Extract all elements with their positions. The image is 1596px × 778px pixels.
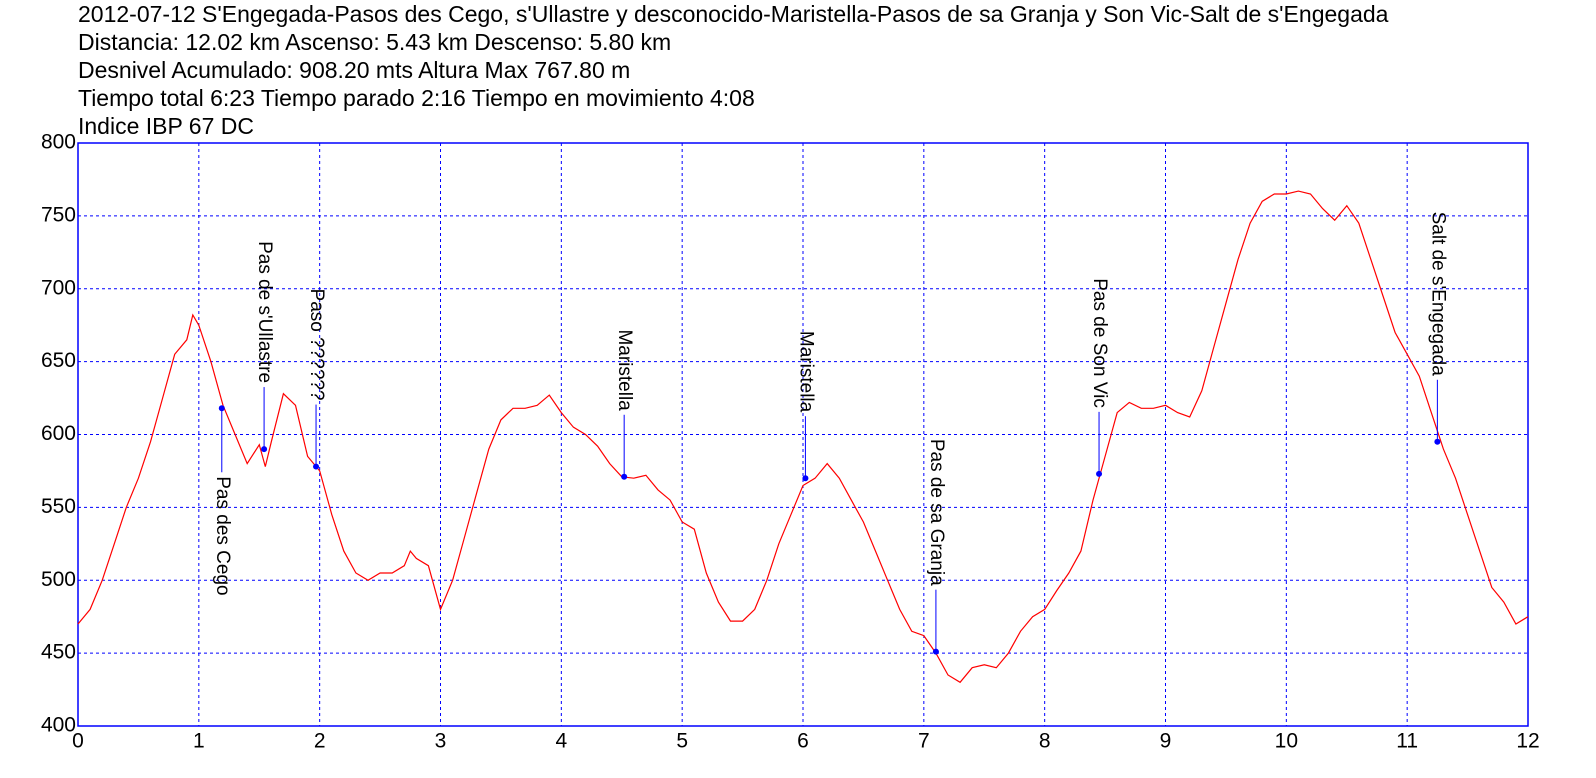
waypoint-label: Pas des Cego [212, 476, 233, 595]
waypoint-marker [261, 446, 268, 453]
chart-title: 2012-07-12 S'Engegada-Pasos des Cego, s'… [78, 1, 1389, 27]
info-line: Distancia: 12.02 km Ascenso: 5.43 km Des… [78, 29, 671, 55]
info-line: Indice IBP 67 DC [78, 113, 254, 139]
x-tick-label: 7 [918, 730, 930, 753]
x-tick-label: 2 [314, 730, 326, 753]
y-tick-label: 500 [41, 568, 76, 591]
waypoint-label: Pas de sa Granja [926, 439, 947, 586]
x-tick-label: 1 [193, 730, 205, 753]
y-tick-label: 400 [41, 714, 76, 737]
waypoint-marker [218, 405, 225, 412]
y-tick-label: 650 [41, 349, 76, 372]
waypoint-label: Pas de s'Ullastre [254, 241, 275, 383]
y-tick-label: 450 [41, 641, 76, 664]
x-tick-label: 11 [1396, 730, 1418, 753]
waypoint-label: Maristella [614, 329, 635, 411]
waypoint-label: Salt de s'Engegada [1427, 212, 1448, 377]
y-tick-label: 800 [41, 131, 76, 154]
y-tick-label: 600 [41, 422, 76, 445]
waypoint-marker [313, 463, 320, 470]
waypoint-marker [621, 473, 628, 480]
waypoint-marker [932, 648, 939, 655]
y-tick-label: 750 [41, 203, 76, 226]
x-tick-label: 8 [1039, 730, 1051, 753]
x-tick-label: 3 [435, 730, 447, 753]
x-tick-label: 5 [676, 730, 688, 753]
waypoint-marker [1434, 438, 1441, 445]
waypoint-marker [1096, 470, 1103, 477]
x-tick-label: 10 [1275, 730, 1298, 753]
info-line: Tiempo total 6:23 Tiempo parado 2:16 Tie… [78, 85, 755, 111]
waypoint-label: Maristella [795, 331, 816, 413]
info-line: Desnivel Acumulado: 908.20 mts Altura Ma… [78, 57, 630, 83]
waypoint-marker [802, 475, 809, 482]
y-tick-label: 550 [41, 495, 76, 518]
x-tick-label: 12 [1516, 730, 1539, 753]
plot-border [77, 142, 1529, 727]
x-tick-label: 6 [797, 730, 809, 753]
x-tick-label: 4 [555, 730, 567, 753]
elevation-line [77, 190, 1529, 684]
waypoint-label: Paso ?????? [306, 289, 327, 401]
y-tick-label: 700 [41, 276, 76, 299]
waypoint-label: Pas de Son Vic [1089, 278, 1110, 408]
x-tick-label: 0 [72, 730, 84, 753]
x-tick-label: 9 [1160, 730, 1172, 753]
